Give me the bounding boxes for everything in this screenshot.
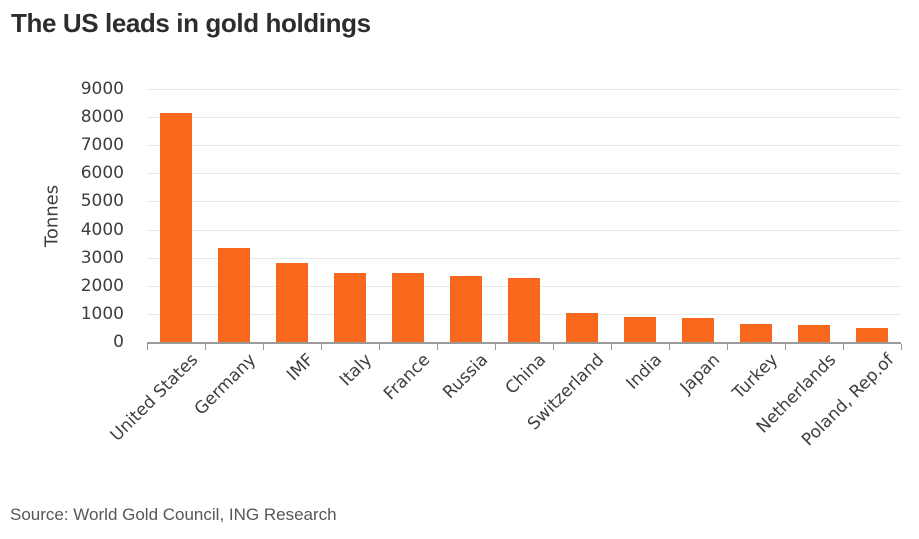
y-tick-label: 2000 — [80, 275, 124, 296]
bar-netherlands — [798, 325, 830, 342]
y-tick-label: 7000 — [80, 135, 124, 156]
axis-tick — [321, 344, 322, 350]
axis-tick — [437, 344, 438, 350]
bar-poland-rep-of — [856, 328, 888, 342]
axis-tick — [147, 344, 148, 350]
gridline — [147, 201, 901, 203]
bar-france — [392, 273, 424, 342]
gridline — [147, 173, 901, 175]
bar-china — [508, 278, 540, 342]
axis-tick — [495, 344, 496, 350]
bar-japan — [682, 318, 714, 342]
bar-italy — [334, 273, 366, 342]
bar-germany — [218, 248, 250, 342]
axis-tick — [669, 344, 670, 350]
axis-tick — [379, 344, 380, 350]
axis-tick — [553, 344, 554, 350]
gridline — [147, 257, 901, 259]
axis-tick — [785, 344, 786, 350]
gridline — [147, 117, 901, 119]
x-axis-line — [147, 342, 901, 344]
y-tick-label: 0 — [113, 332, 124, 352]
bar-russia — [450, 276, 482, 342]
bar-switzerland — [566, 313, 598, 342]
axis-tick — [611, 344, 612, 350]
y-tick-label: 6000 — [80, 163, 124, 184]
bar-turkey — [740, 324, 772, 342]
y-tick-label: 9000 — [80, 79, 124, 99]
gridline — [147, 89, 901, 90]
bar-united-states — [160, 113, 192, 342]
source-note: Source: World Gold Council, ING Research — [10, 505, 337, 524]
axis-tick — [843, 344, 844, 350]
gridline — [147, 229, 901, 231]
y-tick-label: 1000 — [80, 303, 124, 324]
bar-india — [624, 317, 656, 342]
axis-tick — [263, 344, 264, 350]
y-tick-label: 4000 — [80, 219, 124, 240]
axis-tick — [901, 344, 902, 350]
y-tick-label: 8000 — [80, 107, 124, 128]
y-tick-label: 5000 — [80, 191, 124, 212]
axis-tick — [727, 344, 728, 350]
gridline — [147, 145, 901, 147]
chart-title: The US leads in gold holdings — [11, 8, 371, 38]
y-tick-label: 3000 — [80, 247, 124, 268]
axis-tick — [205, 344, 206, 350]
bar-imf — [276, 263, 308, 342]
